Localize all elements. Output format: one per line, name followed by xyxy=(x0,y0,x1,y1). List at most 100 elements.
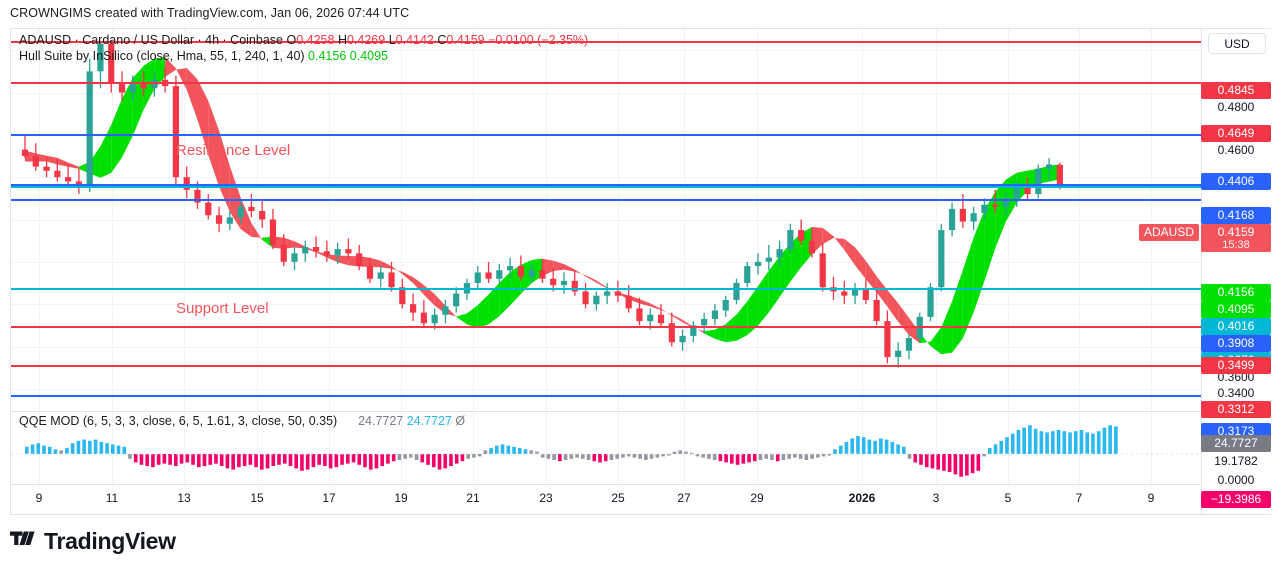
level-line-level[interactable] xyxy=(11,199,1201,202)
candle-body xyxy=(32,156,39,167)
qqe-histogram-bar xyxy=(816,454,820,458)
qqe-histogram-bar xyxy=(196,454,201,468)
candle-body xyxy=(1046,164,1053,169)
currency-button[interactable]: USD xyxy=(1208,33,1266,54)
qqe-histogram-bar xyxy=(495,445,499,454)
qqe-histogram-bar xyxy=(133,454,138,463)
indicator-scale-label[interactable]: −19.3986 xyxy=(1201,491,1271,508)
qqe-histogram-bar xyxy=(1102,427,1107,454)
qqe-histogram-bar xyxy=(661,454,665,457)
qqe-histogram-bar xyxy=(1022,427,1026,454)
annotation-label[interactable]: Support Level xyxy=(176,300,269,317)
price-scale-label[interactable]: 0.4845 xyxy=(1201,82,1271,99)
symbol-ohlc-row[interactable]: ADAUSD · Cardano / US Dollar · 4h · Coin… xyxy=(19,32,588,48)
qqe-histogram-bar xyxy=(437,454,442,470)
price-scale-label[interactable]: 0.4016 xyxy=(1201,318,1271,335)
qqe-histogram-bar xyxy=(730,454,734,464)
price-scale-label[interactable]: 0.4600 xyxy=(1217,143,1255,157)
qqe-histogram-bar xyxy=(924,454,929,468)
horizontal-gridline xyxy=(11,177,1201,179)
level-line-resistance[interactable] xyxy=(11,40,1201,43)
qqe-histogram-bar xyxy=(793,454,797,458)
level-line-level[interactable] xyxy=(11,133,1201,136)
qqe-histogram-bar xyxy=(414,454,419,460)
candle-body xyxy=(399,287,406,305)
price-scale-label[interactable]: 0.3312 xyxy=(1201,401,1271,418)
indicator-scale-label[interactable]: 24.7727 xyxy=(1201,435,1271,452)
qqe-histogram-bar xyxy=(747,454,751,463)
qqe-histogram-bar xyxy=(47,446,52,454)
qqe-histogram-bar xyxy=(856,436,860,454)
qqe-histogram-bar xyxy=(787,454,791,459)
candle-body xyxy=(819,253,826,288)
qqe-histogram-bar xyxy=(431,454,436,468)
hull-suite-ribbon-segment xyxy=(747,286,759,336)
qqe-histogram-bar xyxy=(409,454,413,458)
hull-suite-ribbon-segment xyxy=(466,305,478,328)
indicator-scale-label[interactable]: 0.0000 xyxy=(1217,473,1255,487)
price-scale-label[interactable]: 0.3908 xyxy=(1201,335,1271,352)
price-scale-label[interactable]: 0.4156 xyxy=(1201,284,1271,301)
qqe-histogram-bar xyxy=(861,437,866,454)
level-line-level[interactable] xyxy=(11,394,1201,397)
price-scale-label[interactable]: 0.4159 15:38 xyxy=(1201,224,1271,252)
hull-suite-ribbon-segment xyxy=(316,251,327,258)
qqe-histogram-bar xyxy=(1039,431,1044,454)
qqe-histogram-bar xyxy=(1062,431,1067,454)
price-scale-label[interactable]: 0.4168 xyxy=(1201,207,1271,224)
hull-suite-label[interactable]: Hull Suite by InSilico (close, Hma, 55, … xyxy=(19,49,305,63)
symbol-label[interactable]: ADAUSD · Cardano / US Dollar · 4h · Coin… xyxy=(19,33,283,47)
price-scale-label[interactable]: 0.3499 xyxy=(1201,357,1271,374)
level-line-resistance[interactable] xyxy=(11,365,1201,368)
annotation-label[interactable]: Resistance Level xyxy=(176,142,291,159)
hull-suite-ribbon-segment xyxy=(132,65,144,136)
indicator-legend-row[interactable]: Hull Suite by InSilico (close, Hma, 55, … xyxy=(19,48,588,64)
time-axis-label: 15 xyxy=(250,491,264,505)
qqe-histogram-bar xyxy=(913,454,918,463)
candle-body xyxy=(118,84,126,93)
price-scale-label[interactable]: 0.4406 xyxy=(1201,173,1271,190)
qqe-legend[interactable]: QQE MOD (6, 5, 3, 3, close, 6, 5, 1.61, … xyxy=(19,414,465,428)
qqe-histogram-bar xyxy=(535,451,539,454)
qqe-histogram-bar xyxy=(1108,425,1112,454)
hull-suite-ribbon-segment xyxy=(574,269,586,277)
horizontal-gridline xyxy=(11,50,1201,52)
horizontal-gridline xyxy=(11,261,1201,263)
qqe-histogram-bar xyxy=(592,454,597,462)
qqe-label[interactable]: QQE MOD (6, 5, 3, 3, close, 6, 5, 1.61, … xyxy=(19,414,338,428)
level-line-support[interactable] xyxy=(11,288,1201,291)
qqe-histogram-bar xyxy=(1010,433,1015,454)
qqe-histogram-bar xyxy=(529,450,534,454)
price-pane[interactable]: ADAUSD · Cardano / US Dollar · 4h · Coin… xyxy=(11,29,1201,410)
price-scale-axis[interactable]: USD 0.4845 0.4800 0.4649 0.4600 0.4406 0.4168… xyxy=(1201,29,1271,514)
hull-suite-ribbon-segment xyxy=(833,236,845,250)
qqe-histogram-bar xyxy=(99,442,104,454)
qqe-histogram-bar xyxy=(586,454,591,460)
level-line-resistance[interactable] xyxy=(11,325,1201,328)
price-scale-label[interactable]: 0.4800 xyxy=(1217,100,1255,114)
level-line-level[interactable] xyxy=(11,183,1201,186)
qqe-value-1: 24.7727 xyxy=(358,414,404,428)
candle-body xyxy=(248,206,255,212)
hull-suite-ribbon-segment xyxy=(175,68,187,90)
hull-suite-ribbon-segment xyxy=(68,162,79,169)
qqe-histogram-bar xyxy=(953,454,958,475)
qqe-histogram-svg xyxy=(11,425,1201,477)
qqe-histogram-bar xyxy=(632,454,637,458)
qqe-histogram-bar xyxy=(1056,430,1061,454)
qqe-histogram-bar xyxy=(426,454,430,465)
qqe-histogram-bar xyxy=(156,454,161,465)
price-scale-label[interactable]: 0.3400 xyxy=(1217,386,1255,400)
price-scale-label[interactable]: 0.4095 xyxy=(1201,301,1271,318)
indicator-pane[interactable]: QQE MOD (6, 5, 3, 3, close, 6, 5, 1.61, … xyxy=(11,411,1201,483)
qqe-histogram-bar xyxy=(403,454,407,459)
level-line-support[interactable] xyxy=(11,186,1201,189)
time-axis-label: 2026 xyxy=(848,491,876,505)
price-scale-label[interactable]: 0.4649 xyxy=(1201,125,1271,142)
indicator-scale-label[interactable]: 19.1782 xyxy=(1214,454,1258,468)
horizontal-gridline xyxy=(11,346,1201,348)
hull-suite-ribbon-segment xyxy=(585,275,597,283)
time-axis-label: 7 xyxy=(1075,491,1083,505)
time-axis[interactable]: 9 11 13 15 17 19 21 23 25 27 29 2026 3 5 7 9 xyxy=(11,484,1201,514)
level-line-resistance[interactable] xyxy=(11,82,1201,85)
